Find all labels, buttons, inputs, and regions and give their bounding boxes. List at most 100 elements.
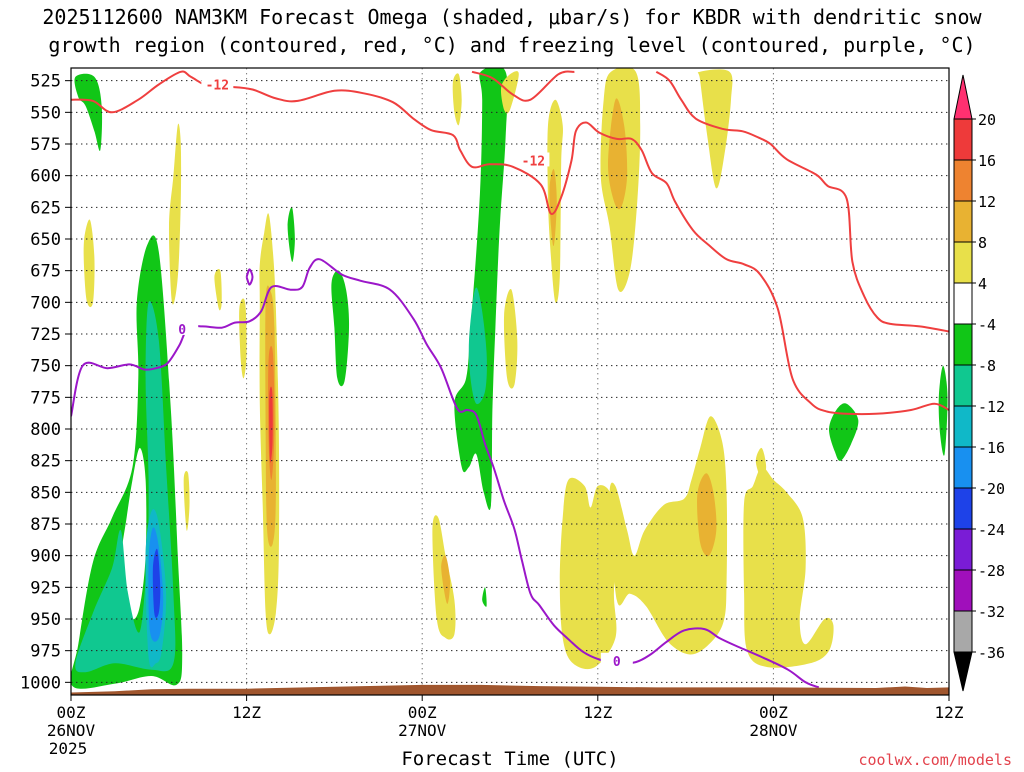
colorbar-segment [953,528,973,571]
omega-region [331,270,350,387]
omega-region [938,365,948,456]
pressure-tick-label: 825 [30,452,61,472]
time-tick-label: 12Z [232,703,261,722]
dendritic-growth-contour [655,70,949,333]
dendritic-growth-contour [471,70,575,102]
time-tick-label: 27NOV [398,721,447,740]
colorbar-top-triangle [953,74,973,120]
colorbar-segment [953,118,973,161]
colorbar-label: -16 [978,439,1005,457]
colorbar-segment [953,569,973,612]
omega-region [83,219,95,308]
omega-region [697,69,733,189]
pressure-tick-label: 750 [30,357,61,377]
colorbar-label: -36 [978,644,1005,662]
time-tick-label: 28NOV [749,721,798,740]
omega-region [454,68,508,510]
colorbar-label: -12 [978,398,1005,416]
colorbar-segment [953,323,973,366]
colorbar-label: 8 [978,234,987,252]
colorbar: 20 16 12 8 4 -4 -8 -12 -16 -20 -24 -28 -32 -36 [953,74,1005,692]
chart-title-line2: growth region (contoured, red, °C) and f… [48,33,975,57]
colorbar-segment [953,487,973,530]
omega-region [441,555,451,604]
pressure-tick-label: 800 [30,420,61,440]
pressure-tick-label: 575 [30,135,61,155]
omega-region [482,587,487,607]
pressure-tick-label: 1000 [20,673,61,693]
dendritic-contour-label: -12 [206,78,229,93]
colorbar-label: -32 [978,603,1005,621]
pressure-tick-label: 675 [30,262,61,282]
omega-region [168,123,182,305]
colorbar-segment [953,610,973,653]
time-tick-label: 12Z [935,703,964,722]
freezing-level-contour [245,268,254,286]
omega-region [743,466,834,668]
colorbar-segment [953,405,973,448]
terrain [71,684,949,695]
pressure-tick-label: 950 [30,610,61,630]
pressure-tick-label: 525 [30,72,61,92]
freezing-contour-label: 0 [613,655,621,670]
plot-area [71,68,949,695]
colorbar-segment [953,446,973,489]
pressure-tick-label: 700 [30,293,61,313]
colorbar-label: 12 [978,193,996,211]
omega-region [607,98,628,210]
plot-frame [70,67,950,696]
omega-region [214,268,222,311]
pressure-tick-label: 775 [30,388,61,408]
pressure-axis: 525 550 575 600 625 650 675 700 725 750 775 800 825 8… [20,72,71,693]
dendritic-contour-label: -12 [522,154,545,169]
pressure-tick-label: 725 [30,325,61,345]
pressure-tick-label: 550 [30,103,61,123]
watermark: coolwx.com/models [858,751,1012,768]
pressure-tick-label: 925 [30,578,61,598]
omega-region [828,403,859,461]
omega-region [152,548,161,618]
pressure-tick-label: 850 [30,483,61,503]
colorbar-label: -20 [978,480,1005,498]
pressure-tick-label: 600 [30,167,61,187]
omega-region [559,477,617,670]
chart-title-line1: 2025112600 NAM3KM Forecast Omega (shaded… [42,5,982,29]
time-tick-label: 00Z [408,703,437,722]
colorbar-label: 4 [978,275,987,293]
colorbar-segment [953,364,973,407]
omega-shading [71,68,948,689]
omega-region [697,473,717,557]
pressure-tick-label: 650 [30,230,61,250]
colorbar-segment [953,241,973,284]
colorbar-segment [953,159,973,202]
colorbar-label: 16 [978,152,996,170]
omega-region [269,386,273,463]
colorbar-label: -8 [978,357,996,375]
colorbar-label: -4 [978,316,996,334]
colorbar-label: -24 [978,521,1005,539]
time-tick-label: 00Z [57,703,86,722]
colorbar-segment [953,282,973,325]
omega-region [755,447,767,480]
pressure-tick-label: 625 [30,198,61,218]
freezing-contour-label-bg [166,320,199,335]
omega-region [503,288,518,389]
freezing-contour-label-bg [600,652,633,667]
omega-region [120,448,147,620]
colorbar-label: 20 [978,111,996,129]
time-tick-label: 12Z [583,703,612,722]
terrain-band [71,684,949,695]
omega-region [609,416,728,655]
dendritic-contour-label-bg [517,152,550,167]
x-axis-label: Forecast Time (UTC) [401,748,618,768]
pressure-tick-label: 875 [30,515,61,535]
time-tick-label: 26NOV [47,721,96,740]
omega-region [74,73,103,152]
omega-region [468,287,487,405]
time-tick-label: 00Z [759,703,788,722]
pressure-tick-label: 975 [30,642,61,662]
colorbar-label: -28 [978,562,1005,580]
